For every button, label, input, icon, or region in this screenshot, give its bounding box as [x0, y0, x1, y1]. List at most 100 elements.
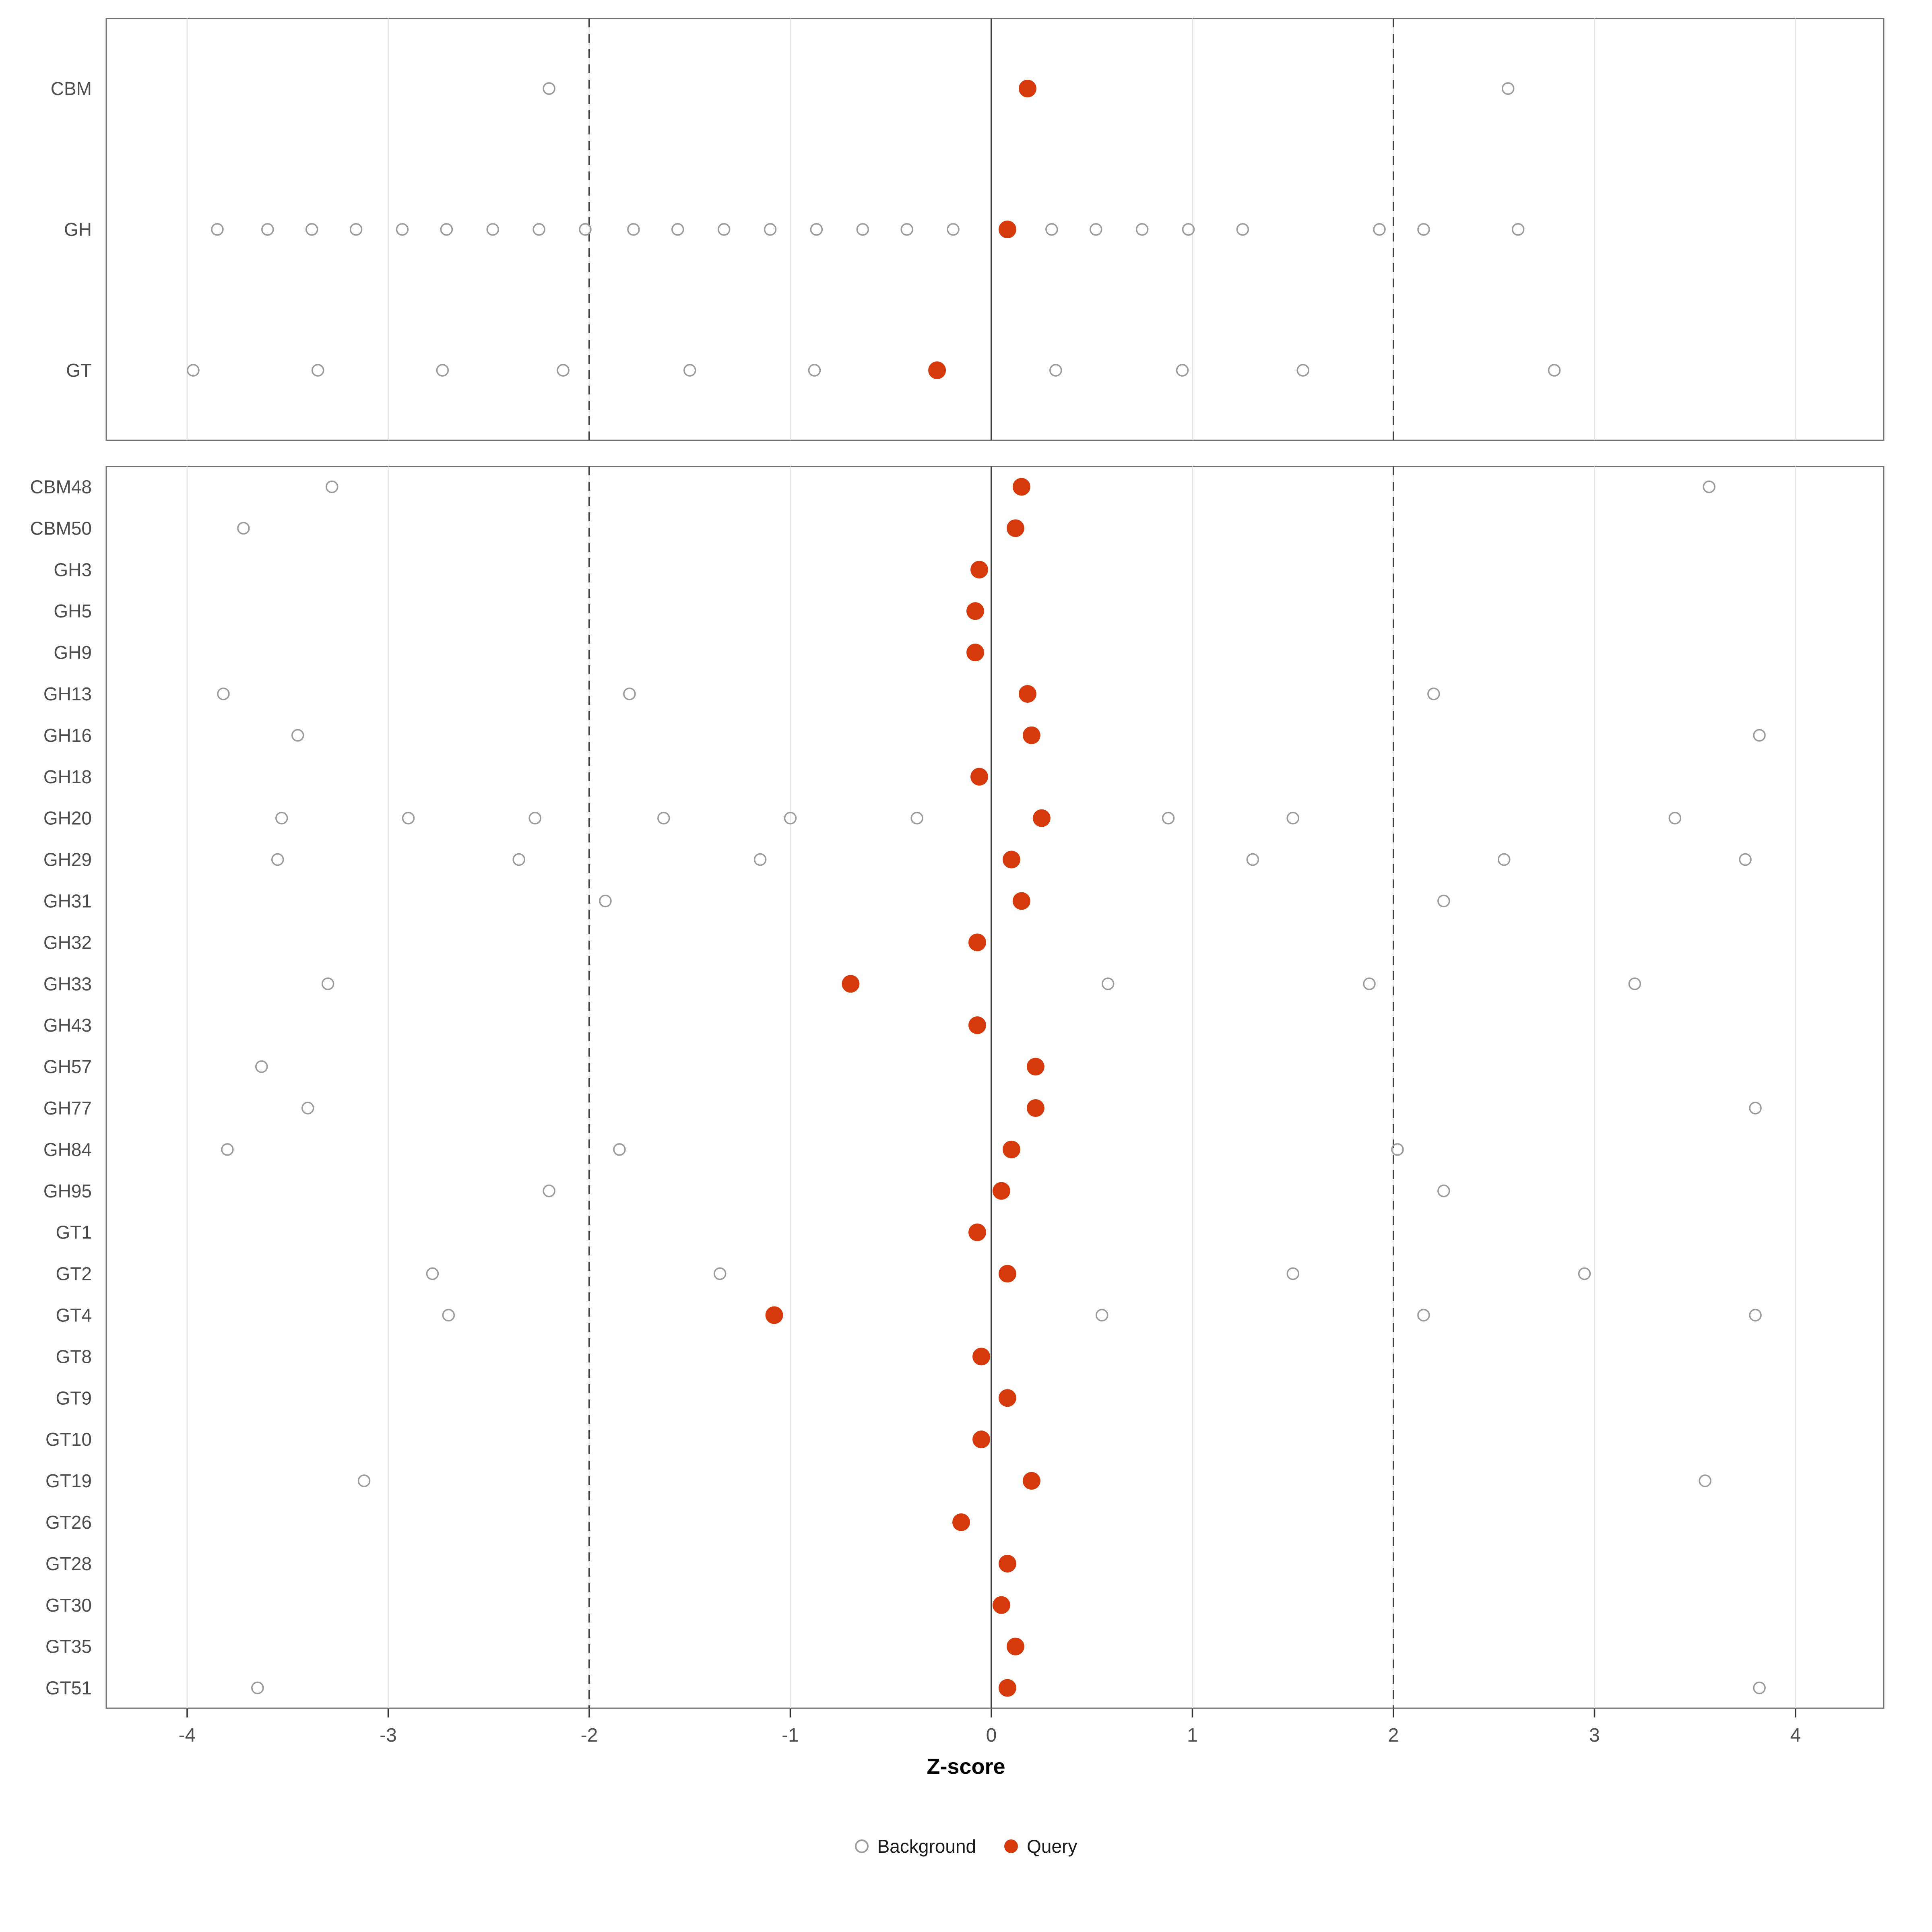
- background-point: [1246, 853, 1259, 866]
- query-point: [928, 361, 946, 379]
- query-point: [1002, 850, 1020, 869]
- background-point: [753, 853, 767, 866]
- row-label: GT9: [56, 1387, 92, 1408]
- background-point: [1578, 1267, 1591, 1280]
- background-point: [1089, 223, 1102, 236]
- row-label: GH32: [43, 932, 92, 953]
- row-label: GT: [66, 360, 92, 381]
- background-point: [402, 811, 415, 825]
- x-tick-label: 2: [1388, 1725, 1399, 1746]
- background-point: [713, 1267, 727, 1280]
- row-label: CBM: [51, 78, 92, 99]
- query-point: [1026, 1099, 1044, 1117]
- query-point: [998, 1554, 1016, 1573]
- x-tick-label: -3: [380, 1725, 397, 1746]
- background-point: [543, 82, 555, 95]
- background-marker-icon: [855, 1839, 869, 1853]
- legend-label-query: Query: [1027, 1836, 1077, 1857]
- background-point: [217, 687, 230, 700]
- query-point: [970, 768, 989, 786]
- background-point: [261, 223, 274, 236]
- background-point: [1511, 223, 1525, 236]
- background-point: [808, 364, 821, 377]
- background-point: [1391, 1143, 1404, 1156]
- background-point: [1286, 1267, 1299, 1280]
- row-label: GT2: [56, 1263, 92, 1284]
- background-point: [440, 223, 453, 236]
- query-point: [1022, 726, 1040, 744]
- query-point: [998, 1265, 1016, 1283]
- background-point: [900, 223, 913, 236]
- row-label: CBM50: [30, 518, 92, 539]
- background-point: [810, 223, 823, 236]
- row-label: GH18: [43, 766, 92, 787]
- background-point: [1417, 1309, 1430, 1322]
- background-point: [623, 687, 636, 700]
- query-point: [970, 561, 989, 579]
- row-label: GH3: [54, 559, 92, 580]
- row-label: GH: [64, 219, 92, 240]
- query-point: [1032, 809, 1051, 827]
- row-label: GH5: [54, 601, 92, 621]
- row-label: GT26: [45, 1512, 92, 1533]
- background-point: [856, 223, 869, 236]
- background-point: [579, 223, 592, 236]
- query-point: [992, 1182, 1010, 1200]
- row-label: GT51: [45, 1678, 92, 1699]
- background-point: [311, 364, 324, 377]
- query-point: [1012, 478, 1030, 496]
- row-label: GH95: [43, 1181, 92, 1201]
- row-label: GT1: [56, 1222, 92, 1243]
- background-point: [1162, 811, 1175, 825]
- query-point: [998, 221, 1016, 238]
- query-point: [998, 1679, 1016, 1697]
- background-point: [426, 1267, 439, 1280]
- query-point: [1026, 1058, 1044, 1076]
- query-point: [765, 1306, 783, 1324]
- row-label: GH13: [43, 683, 92, 704]
- legend-label-background: Background: [877, 1836, 976, 1857]
- background-point: [717, 223, 731, 236]
- query-point: [966, 602, 985, 620]
- query-point: [842, 975, 860, 993]
- background-point: [657, 811, 670, 825]
- background-point: [1135, 223, 1149, 236]
- row-label: GH29: [43, 849, 92, 870]
- query-point: [968, 1223, 987, 1241]
- panel-border: [105, 18, 1885, 441]
- row-label: GH84: [43, 1139, 92, 1160]
- background-point: [1628, 977, 1641, 990]
- background-point: [599, 894, 612, 908]
- query-point: [972, 1430, 991, 1449]
- row-label: CBM48: [30, 476, 92, 497]
- query-point: [1018, 80, 1036, 97]
- background-point: [512, 853, 525, 866]
- background-point: [1286, 811, 1299, 825]
- background-point: [187, 364, 200, 377]
- query-point: [1006, 519, 1024, 537]
- row-label: GH57: [43, 1056, 92, 1077]
- panel-border: [105, 466, 1885, 1709]
- background-point: [396, 223, 409, 236]
- row-label: GT4: [56, 1305, 92, 1325]
- background-point: [1497, 853, 1511, 866]
- background-point: [1548, 364, 1561, 377]
- background-point: [1437, 1185, 1450, 1197]
- x-tick-label: 4: [1790, 1725, 1801, 1746]
- background-point: [1236, 223, 1249, 236]
- background-point: [1739, 853, 1752, 866]
- row-label: GT28: [45, 1553, 92, 1574]
- legend-item-query: Query: [1004, 1835, 1077, 1857]
- background-point: [947, 223, 960, 236]
- x-tick-label: 1: [1187, 1725, 1198, 1746]
- background-point: [1373, 223, 1386, 236]
- row-label: GT30: [45, 1595, 92, 1616]
- background-point: [1501, 82, 1515, 95]
- background-point: [784, 811, 797, 825]
- background-point: [1703, 480, 1715, 493]
- background-point: [1176, 364, 1189, 377]
- x-tick-label: -1: [782, 1725, 799, 1746]
- background-point: [671, 223, 684, 236]
- background-point: [1182, 223, 1195, 236]
